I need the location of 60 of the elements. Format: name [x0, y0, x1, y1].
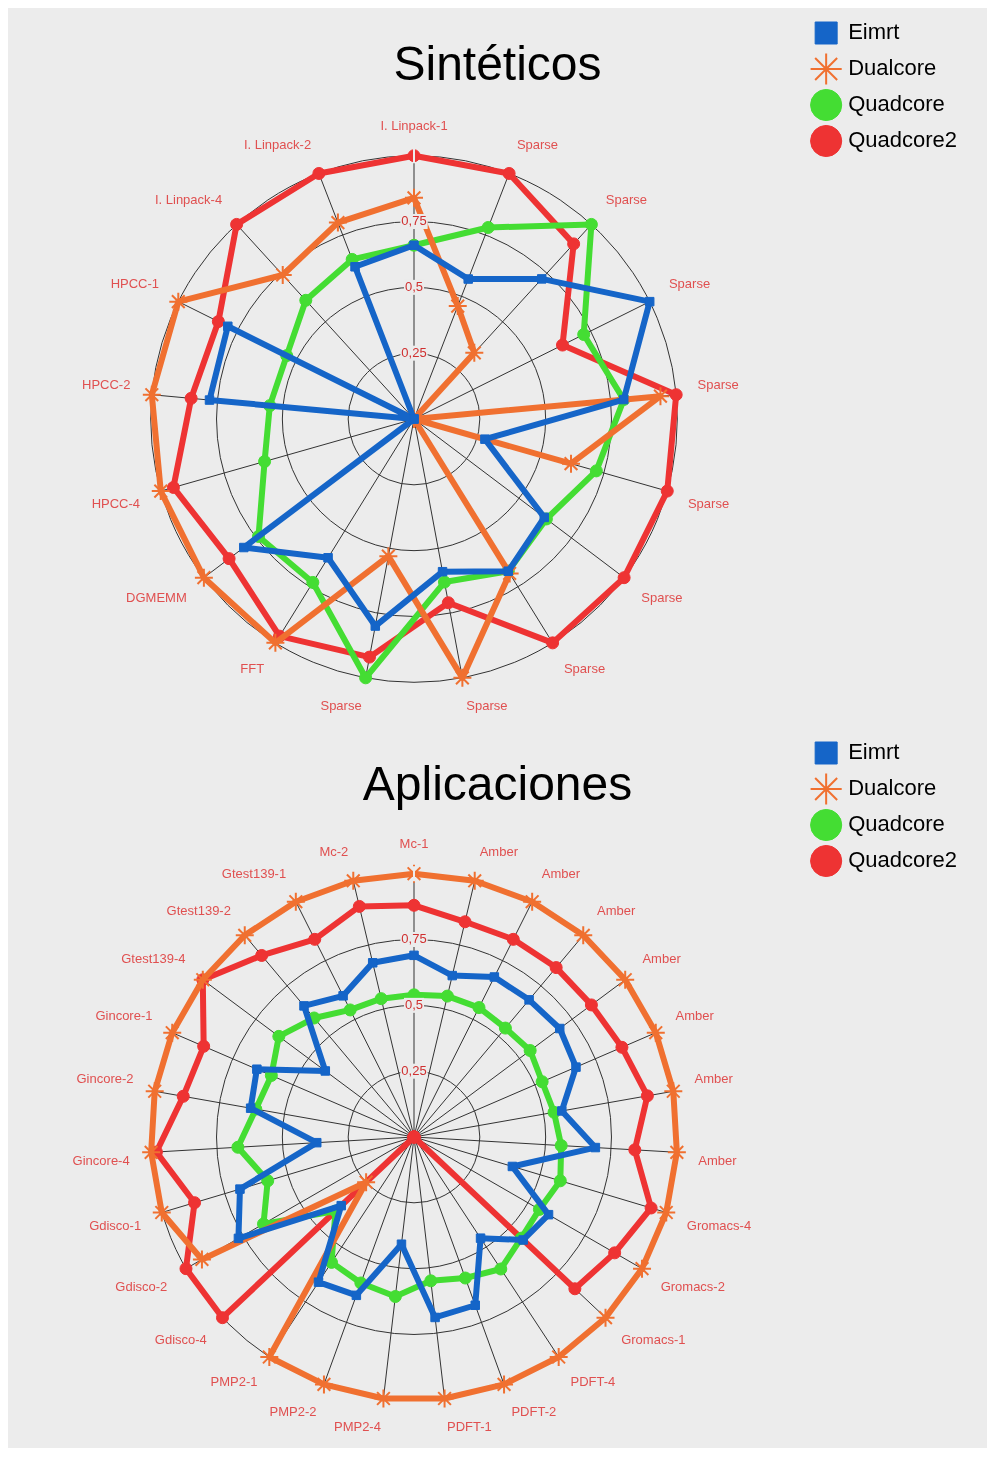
spoke-label: DGMEMM: [126, 590, 187, 606]
legend-label: Quadcore2: [848, 127, 958, 153]
spoke-label: Gtest139-2: [166, 902, 231, 918]
spoke-label: Amber: [698, 1152, 738, 1168]
legend-label: Dualcore: [848, 55, 937, 81]
spoke-label: I. Linpack-1: [380, 117, 448, 133]
spoke-label: HPCC-1: [110, 275, 160, 291]
spoke-label: I. Linpack-4: [154, 192, 223, 208]
spoke-label: Sparse: [563, 660, 606, 676]
spoke-label: Amber: [642, 950, 682, 966]
y-tick-label: 0,25: [401, 1062, 427, 1078]
y-tick-label: 0,5: [404, 278, 424, 294]
spoke-label: PDFT-1: [447, 1419, 492, 1435]
legend-label: Quadcore: [848, 91, 945, 117]
spoke-label: Amber: [694, 1071, 734, 1087]
y-tick-label: 0,75: [401, 213, 427, 229]
y-tick-label: 0,5: [404, 996, 424, 1012]
spoke-label: Sparse: [668, 275, 711, 291]
spoke-label: PMP2-4: [333, 1419, 381, 1435]
spoke-label: Sparse: [641, 590, 683, 606]
spoke-label: Gincore-4: [72, 1152, 130, 1168]
y-tick-label: 0,75: [401, 931, 427, 947]
spoke-label: Mc-1: [399, 835, 429, 851]
legend-label: Quadcore: [848, 811, 945, 837]
legend-label: Dualcore: [848, 775, 937, 801]
spoke-label: Gromacs-4: [686, 1218, 752, 1234]
spoke-label: Mc-2: [319, 843, 349, 859]
spoke-label: Gromacs-2: [660, 1278, 725, 1294]
spoke-label: PMP2-2: [269, 1404, 317, 1419]
spoke-label: HPCC-2: [82, 376, 131, 392]
spoke-label: Gincore-1: [95, 1007, 153, 1023]
spoke-label: Amber: [675, 1007, 715, 1023]
spoke-label: Sparse: [516, 137, 559, 153]
legend-label: Eimrt: [848, 739, 900, 765]
spoke-label: Amber: [479, 843, 519, 859]
spoke-label: Sparse: [687, 496, 730, 512]
chart-title: Sintéticos: [393, 37, 602, 91]
spoke-label: Sparse: [320, 698, 362, 714]
spoke-label: I. Linpack-2: [243, 137, 312, 153]
legend-label: Quadcore2: [848, 847, 958, 873]
spoke-label: Sparse: [605, 192, 648, 208]
spoke-label: PDFT-4: [570, 1374, 616, 1390]
y-tick-label: 0,25: [401, 344, 427, 360]
spoke-label: Gdisco-1: [89, 1218, 142, 1234]
spoke-label: Gincore-2: [76, 1071, 134, 1087]
spoke-label: FFT: [240, 660, 265, 676]
spoke-label: Amber: [597, 902, 637, 918]
spoke-label: PMP2-1: [210, 1374, 258, 1390]
chart-title: Aplicaciones: [362, 757, 633, 811]
spoke-label: Gdisco-2: [115, 1278, 168, 1294]
legend-label: Eimrt: [848, 19, 900, 45]
spoke-label: HPCC-4: [91, 496, 141, 512]
spoke-label: Sparse: [697, 376, 739, 392]
spoke-label: Gtest139-4: [121, 950, 186, 966]
spoke-label: Amber: [541, 866, 581, 882]
spoke-label: Gdisco-4: [154, 1331, 207, 1347]
spoke-label: PDFT-2: [511, 1404, 557, 1419]
spoke-label: Sparse: [466, 698, 508, 714]
spoke-label: Gtest139-1: [221, 866, 287, 882]
spoke-label: Gromacs-1: [621, 1331, 686, 1347]
